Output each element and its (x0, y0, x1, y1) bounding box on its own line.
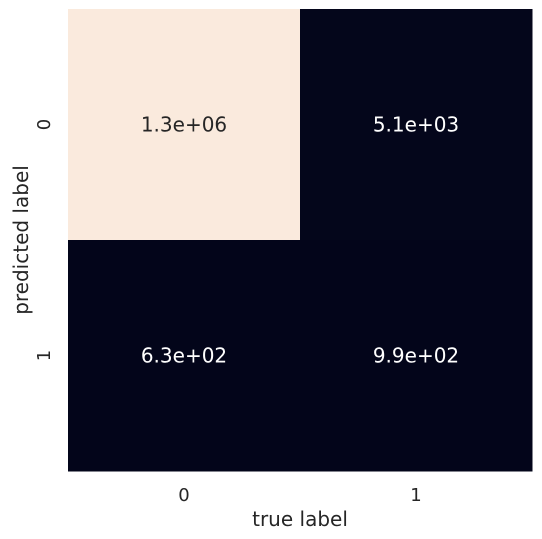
cell-annotation-r1-c1: 9.9e+02 (373, 344, 459, 368)
heatmap-cell-r0-c1 (300, 9, 533, 241)
cell-annotations: 1.3e+06 5.1e+03 6.3e+02 9.9e+02 (141, 113, 459, 368)
heatmap-cell-r0-c0 (68, 9, 301, 241)
cell-annotation-r0-c1: 5.1e+03 (373, 113, 459, 137)
x-tick-label-1: 1 (410, 485, 421, 506)
x-axis-label: true label (252, 507, 348, 531)
x-tick-label-0: 0 (178, 485, 189, 506)
cell-annotation-r1-c0: 6.3e+02 (141, 344, 227, 368)
heatmap-cells (68, 9, 533, 472)
tick-labels: 0 1 0 1 (34, 119, 422, 506)
y-tick-label-0: 0 (34, 119, 55, 130)
y-tick-label-1: 1 (34, 350, 55, 361)
heatmap-cell-r1-c0 (68, 240, 301, 472)
cell-annotation-r0-c0: 1.3e+06 (141, 113, 227, 137)
heatmap-cell-r1-c1 (300, 240, 533, 472)
y-axis-label: predicted label (9, 165, 33, 315)
